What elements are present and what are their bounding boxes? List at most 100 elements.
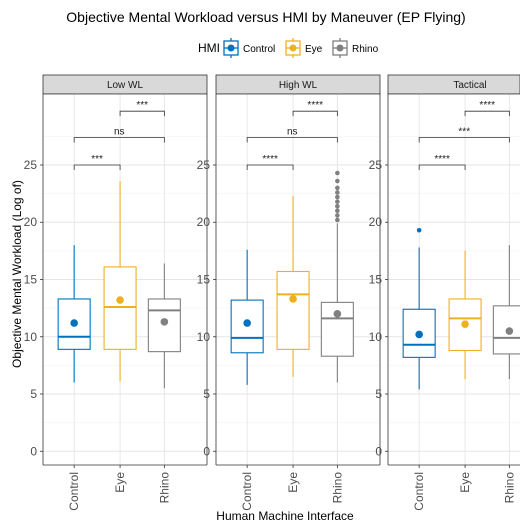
significance-bracket: *** — [73, 154, 121, 170]
boxplot-eye — [448, 250, 482, 380]
x-tick-label: Control — [67, 472, 81, 511]
outlier-point — [335, 199, 340, 204]
significance-label: **** — [262, 154, 278, 165]
x-tick-label: Eye — [113, 472, 127, 493]
y-tick-label: 10 — [197, 330, 211, 344]
bracket-line — [292, 110, 338, 117]
legend-key-mean — [336, 44, 344, 52]
mean-point — [289, 295, 297, 303]
y-tick-label: 10 — [369, 330, 383, 344]
bracket-line — [73, 164, 121, 170]
legend-label: Control — [243, 44, 275, 55]
significance-bracket: **** — [292, 100, 338, 117]
boxplot-eye — [276, 195, 310, 377]
y-axis-label: Objective Mental Workload (Log of) — [10, 180, 24, 368]
y-tick-label: 20 — [24, 215, 38, 229]
legend-item-control: Control — [223, 38, 275, 58]
significance-bracket: *** — [418, 127, 510, 143]
x-tick-label: Rhino — [330, 472, 344, 504]
box-iqr — [276, 270, 310, 350]
y-tick-label: 15 — [197, 273, 211, 287]
significance-label: **** — [479, 100, 495, 111]
mean-point — [70, 319, 78, 327]
bracket-line — [246, 137, 338, 143]
mean-point — [505, 327, 514, 335]
legend-item-eye: Eye — [285, 38, 323, 58]
boxplot-control — [402, 227, 436, 390]
legend-title: HMI — [198, 41, 220, 55]
outlier-point — [335, 203, 340, 209]
y-tick-label: 5 — [375, 387, 382, 401]
panel-strip-label: Low WL — [107, 80, 144, 91]
mean-point — [160, 318, 169, 326]
outlier-point — [416, 227, 422, 233]
x-tick-label: Rhino — [502, 472, 516, 504]
significance-label: ns — [114, 127, 125, 138]
boxplot-rhino — [147, 263, 181, 389]
significance-label: *** — [136, 100, 148, 111]
mean-point — [461, 320, 469, 328]
mean-point — [116, 296, 124, 304]
y-tick-label: 25 — [197, 158, 211, 172]
chart-title: Objective Mental Workload versus HMI by … — [66, 9, 465, 25]
boxplot-control — [230, 249, 264, 385]
bracket-line — [418, 137, 510, 143]
y-tick-label: 0 — [375, 444, 382, 458]
legend-key-mean — [227, 44, 235, 52]
bracket-line — [418, 164, 466, 170]
y-tick-label: 5 — [30, 387, 37, 401]
outlier-point — [335, 178, 340, 184]
y-tick-label: 20 — [369, 215, 383, 229]
x-tick-label: Control — [240, 472, 254, 511]
significance-bracket: ns — [246, 127, 338, 143]
significance-label: *** — [458, 127, 470, 138]
legend: HMI Control Eye Rhino — [198, 38, 379, 58]
bracket-line — [73, 137, 165, 143]
significance-bracket: **** — [464, 100, 510, 117]
y-tick-label: 10 — [24, 330, 38, 344]
significance-bracket: ns — [73, 127, 165, 143]
mean-point — [333, 310, 342, 318]
panel-high-wl: High WL 0 5 10 15 20 25 **** ns **** Control Eye Rhi… — [197, 74, 381, 511]
panel-strip-label: High WL — [279, 80, 318, 91]
box-iqr — [103, 266, 137, 350]
outlier-point — [335, 194, 340, 200]
y-tick-label: 5 — [203, 387, 210, 401]
significance-label: **** — [434, 154, 450, 165]
significance-bracket: **** — [418, 154, 466, 170]
legend-item-rhino: Rhino — [332, 38, 379, 58]
outlier-point — [335, 170, 340, 176]
bracket-line — [119, 110, 165, 117]
boxplot-rhino — [492, 245, 520, 380]
significance-label: ns — [287, 127, 298, 138]
panel-low-wl: Low WL 0 5 10 15 20 25 *** ns *** Control Eye Rhino — [24, 74, 208, 511]
significance-bracket: **** — [246, 154, 294, 170]
box-iqr — [320, 301, 354, 357]
outlier-point — [335, 185, 340, 191]
significance-label: **** — [307, 100, 323, 111]
legend-label: Rhino — [352, 44, 379, 55]
bracket-line — [464, 110, 510, 117]
mean-point — [415, 330, 423, 339]
y-tick-label: 25 — [369, 158, 383, 172]
x-tick-label: Eye — [458, 472, 472, 493]
y-tick-label: 15 — [369, 273, 383, 287]
x-tick-label: Eye — [286, 472, 300, 493]
x-axis-label: Human Machine Interface — [216, 509, 354, 523]
outlier-point — [335, 213, 340, 218]
boxplot-rhino — [320, 170, 354, 383]
mean-point — [243, 319, 251, 327]
legend-key-mean — [289, 44, 297, 52]
x-tick-label: Rhino — [157, 472, 171, 504]
significance-bracket: *** — [119, 100, 165, 117]
y-tick-label: 0 — [203, 444, 210, 458]
significance-label: *** — [91, 154, 103, 165]
legend-label: Eye — [305, 44, 323, 55]
y-tick-label: 0 — [30, 444, 37, 458]
boxplot-eye — [103, 181, 137, 382]
boxplot-control — [57, 245, 91, 383]
panel-strip-label: Tactical — [453, 80, 486, 91]
